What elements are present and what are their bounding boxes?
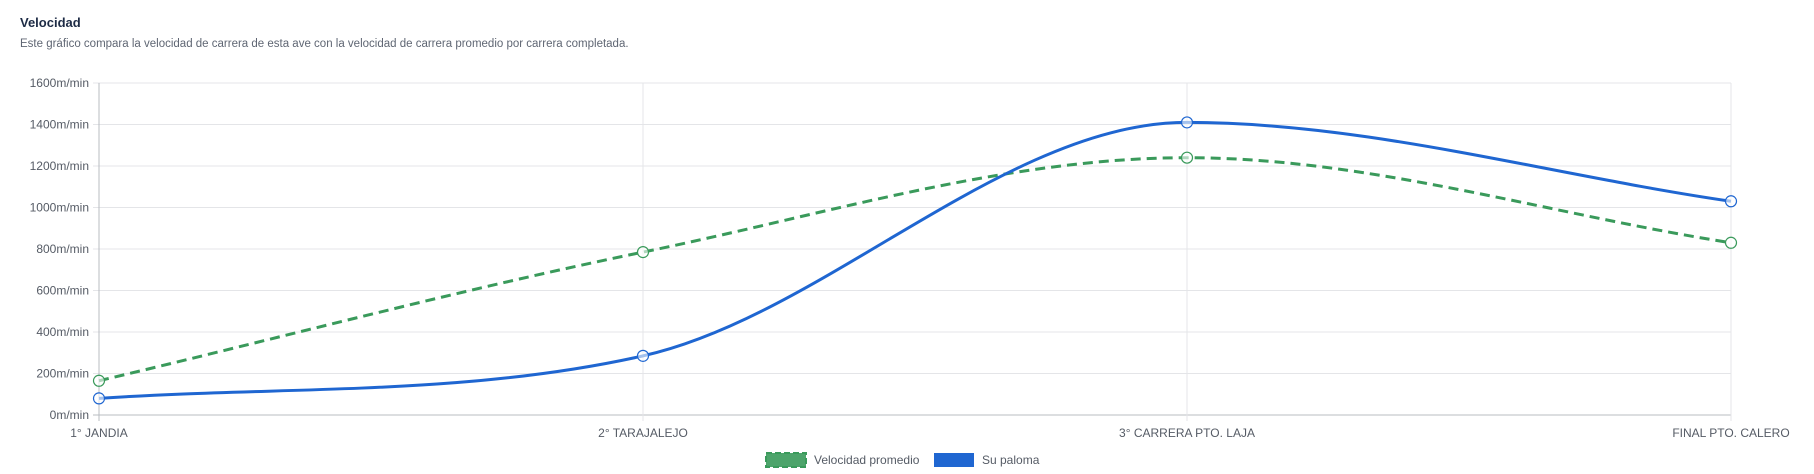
legend-swatch <box>765 452 807 468</box>
y-axis-ticks: 0m/min 200m/min 400m/min 600m/min 800m/min 10… <box>30 76 89 422</box>
x-tick-label: FINAL PTO. CALERO <box>1672 426 1789 440</box>
data-point[interactable] <box>636 246 650 259</box>
y-tick-label: 1200m/min <box>30 159 89 173</box>
legend: Velocidad promedio Su paloma <box>765 452 1040 468</box>
y-tick-label: 1600m/min <box>30 76 89 90</box>
data-point[interactable] <box>1724 236 1738 249</box>
legend-item[interactable]: Velocidad promedio <box>765 452 920 468</box>
y-tick-label: 800m/min <box>36 242 89 256</box>
y-tick-label: 0m/min <box>50 408 89 422</box>
data-point[interactable] <box>636 349 650 362</box>
y-tick-label: 1400m/min <box>30 118 89 132</box>
legend-item[interactable]: Su paloma <box>934 453 1040 467</box>
x-tick-label: 3° CARRERA PTO. LAJA <box>1119 426 1255 440</box>
data-point[interactable] <box>1180 116 1194 129</box>
x-tick-label: 2° TARAJALEJO <box>598 426 688 440</box>
x-tick-label: 1° JANDIA <box>70 426 127 440</box>
data-point[interactable] <box>1724 195 1738 208</box>
series-lines <box>92 116 1738 405</box>
y-tick-label: 400m/min <box>36 325 89 339</box>
series-line <box>98 120 1732 400</box>
legend-label: Velocidad promedio <box>814 453 920 467</box>
data-point[interactable] <box>92 392 106 405</box>
x-axis-ticks: 1° JANDIA 2° TARAJALEJO 3° CARRERA PTO. LA… <box>70 426 1789 440</box>
data-point[interactable] <box>92 374 106 387</box>
series-line <box>98 156 1732 383</box>
y-tick-label: 600m/min <box>36 284 89 298</box>
data-point[interactable] <box>1180 151 1194 164</box>
y-tick-label: 200m/min <box>36 367 89 381</box>
legend-swatch <box>934 453 974 467</box>
chart-title: Velocidad <box>20 15 81 30</box>
y-tick-label: 1000m/min <box>30 201 89 215</box>
legend-label: Su paloma <box>982 453 1040 467</box>
grid-lines <box>93 82 1732 421</box>
chart-subtitle: Este gráfico compara la velocidad de car… <box>20 38 629 50</box>
